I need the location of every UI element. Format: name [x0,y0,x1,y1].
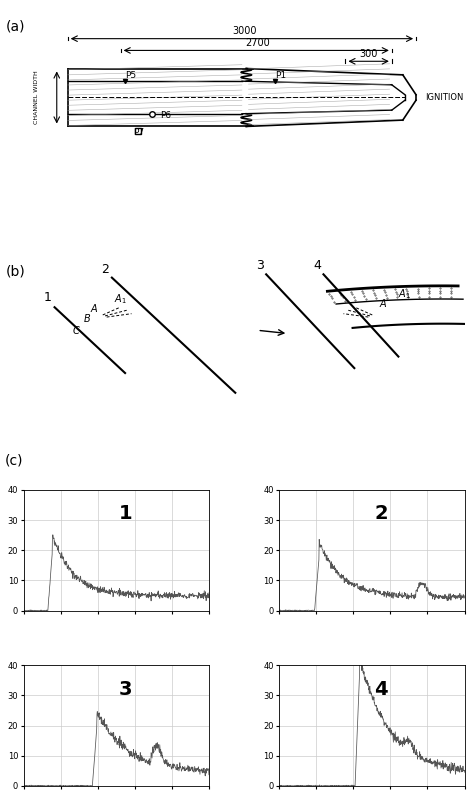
Text: $B$: $B$ [83,312,91,324]
Text: (c): (c) [5,453,23,467]
Text: 4: 4 [374,679,388,699]
Text: P1: P1 [275,71,286,80]
Text: $A$: $A$ [379,298,387,310]
Text: $A_1$: $A_1$ [114,292,127,306]
Text: P5: P5 [125,71,136,80]
Text: 4: 4 [313,258,321,272]
Text: 3: 3 [255,258,264,272]
Text: $A_1$: $A_1$ [398,287,411,302]
Text: $A$: $A$ [90,302,98,314]
Text: 3000: 3000 [232,26,256,36]
Text: 2: 2 [101,263,109,276]
Text: 2: 2 [374,504,388,524]
Text: (b): (b) [6,265,26,278]
Text: 1: 1 [119,504,132,524]
Text: (a): (a) [6,20,26,34]
Text: CHANNEL WIDTH: CHANNEL WIDTH [35,71,39,124]
Text: IGNITION: IGNITION [425,93,463,102]
Text: P7: P7 [133,128,144,136]
Text: 1: 1 [44,291,52,305]
Text: P6: P6 [160,111,172,120]
Text: 3: 3 [119,679,132,699]
Text: $C$: $C$ [72,323,81,335]
Text: 2700: 2700 [245,38,270,47]
Text: 300: 300 [359,49,378,59]
